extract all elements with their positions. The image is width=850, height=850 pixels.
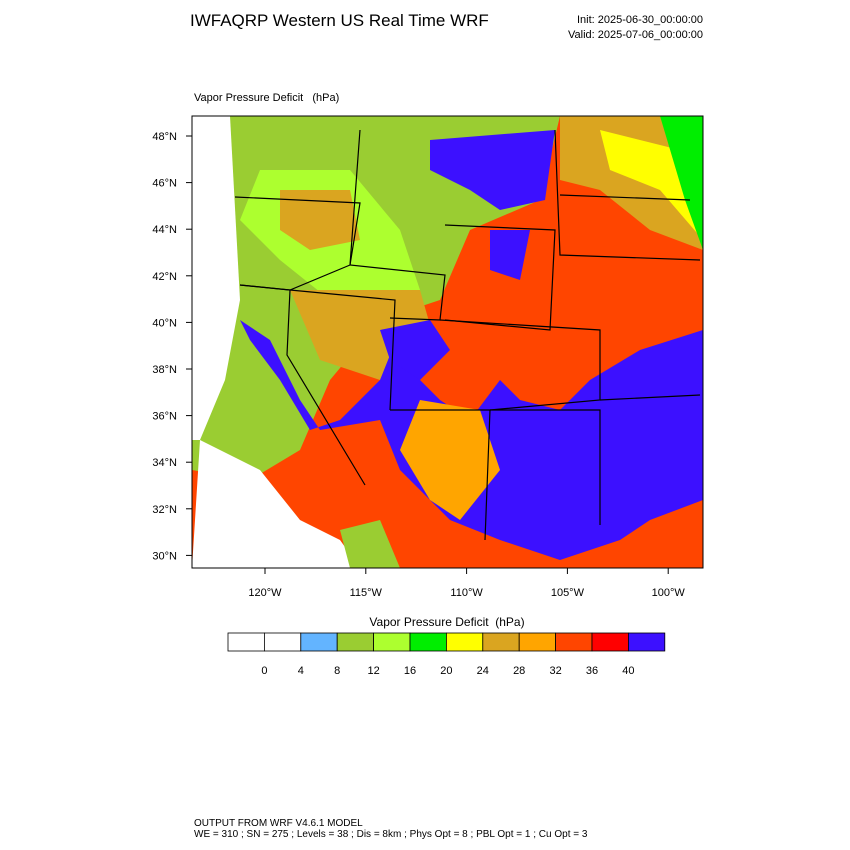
- valid-time: Valid: 2025-07-06_00:00:00: [568, 29, 703, 41]
- map-subtitle: Vapor Pressure Deficit (hPa): [194, 92, 339, 104]
- map-frame: [191, 115, 704, 569]
- lat-label: 40°N: [152, 317, 177, 329]
- colorbar-label: 4: [298, 665, 304, 677]
- colorbar-box: [445, 632, 484, 652]
- region-baja: [340, 520, 400, 568]
- colorbar-label: 32: [549, 665, 561, 677]
- region-blue-ut: [380, 320, 450, 380]
- title: IWFAQRP Western US Real Time WRF: [190, 11, 489, 30]
- region-orange-az: [400, 400, 500, 520]
- colorbar-title: Vapor Pressure Deficit (hPa): [369, 615, 524, 629]
- colorbar-box: [518, 632, 557, 652]
- lat-label: 42°N: [152, 271, 177, 283]
- colorbar-box: [591, 632, 629, 652]
- lat-label: 36°N: [152, 411, 177, 423]
- region-tan2: [280, 190, 360, 250]
- ocean: [192, 116, 240, 440]
- lat-label: 30°N: [152, 550, 177, 562]
- colorbar-box: [409, 632, 447, 652]
- lat-label: 38°N: [152, 364, 177, 376]
- colorbar-label: 0: [261, 665, 267, 677]
- region-blue-north: [430, 130, 555, 210]
- colorbar: 0 4 8 12 16 20 24 28 32 36 40: [227, 632, 666, 677]
- colorbar-label: 20: [440, 665, 452, 677]
- state-borders: [234, 129, 701, 541]
- lon-label: 110°W: [450, 587, 483, 599]
- colorbar-label: 12: [367, 665, 379, 677]
- colorbar-box: [482, 632, 520, 652]
- colorbar-box: [373, 632, 411, 652]
- lat-labels: 48°N 46°N 44°N 42°N 40°N 38°N 36°N 34°N 32°N 30°N: [152, 131, 192, 562]
- lon-label: 105°W: [551, 587, 585, 599]
- footer-line1: OUTPUT FROM WRF V4.6.1 MODEL: [194, 818, 363, 829]
- init-time: Init: 2025-06-30_00:00:00: [577, 14, 703, 26]
- colorbar-label: 24: [477, 665, 489, 677]
- colorbar-label: 28: [513, 665, 525, 677]
- colorbar-box: [263, 632, 302, 652]
- map: [191, 115, 704, 569]
- lat-label: 34°N: [152, 457, 177, 469]
- colorbar-box: [227, 632, 265, 652]
- lat-label: 46°N: [152, 178, 177, 190]
- lon-labels: 120°W 115°W 110°W 105°W 100°W: [248, 568, 685, 599]
- ocean-south: [192, 440, 360, 568]
- colorbar-box: [300, 632, 338, 652]
- lon-label: 115°W: [350, 587, 383, 599]
- footer-line2: WE = 310 ; SN = 275 ; Levels = 38 ; Dis …: [194, 829, 588, 840]
- lat-label: 44°N: [152, 224, 177, 236]
- region-blue-wy: [490, 230, 530, 280]
- lon-label: 100°W: [652, 587, 686, 599]
- lat-label: 32°N: [152, 504, 177, 516]
- colorbar-label: 36: [586, 665, 598, 677]
- lat-label: 48°N: [152, 131, 177, 143]
- lon-label: 120°W: [248, 587, 282, 599]
- colorbar-label: 8: [334, 665, 340, 677]
- colorbar-box: [555, 632, 593, 652]
- colorbar-box: [336, 632, 375, 652]
- colorbar-label: 40: [622, 665, 634, 677]
- colorbar-box: [628, 632, 666, 652]
- region-brightgreen: [660, 116, 703, 250]
- colorbar-label: 16: [404, 665, 416, 677]
